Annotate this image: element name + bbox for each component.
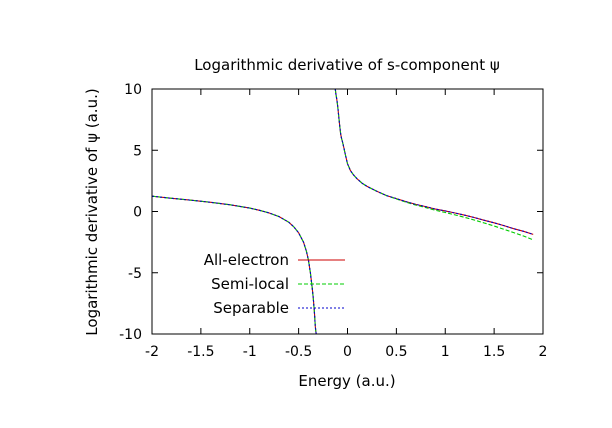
y-tick-label: 5 [133, 143, 142, 159]
x-tick-label: 2 [539, 344, 548, 360]
y-tick-label: -10 [119, 327, 142, 343]
x-tick-label: -1.5 [187, 344, 214, 360]
y-tick-label: 0 [133, 205, 142, 221]
plot-frame [151, 88, 544, 335]
x-axis-label: Energy (a.u.) [298, 372, 395, 390]
x-tick-label: -2 [145, 344, 159, 360]
axis-ticks: -2 -1.5 -1 -0.5 0 0.5 1 1.5 2 -10 -5 0 5 10 [119, 82, 547, 360]
legend: All-electron Semi-local Separable [204, 251, 345, 317]
legend-label-semi-local: Semi-local [211, 275, 289, 293]
x-tick-label: 1.5 [483, 344, 505, 360]
x-tick-label: 0.5 [385, 344, 407, 360]
x-tick-label: -0.5 [285, 344, 312, 360]
chart-title: Logarithmic derivative of s-component ψ [194, 56, 500, 74]
x-tick-label: 0 [343, 344, 352, 360]
legend-label-separable: Separable [213, 299, 289, 317]
y-tick-label: -5 [128, 266, 142, 282]
x-tick-label: 1 [441, 344, 450, 360]
x-tick-label: -1 [243, 344, 257, 360]
legend-label-all-electron: All-electron [204, 251, 289, 269]
y-tick-label: 10 [124, 82, 142, 98]
plot-series [151, 88, 534, 335]
series-line-separable-branch-1 [151, 195, 317, 335]
y-axis-label: Logarithmic derivative of ψ (a.u.) [83, 88, 101, 335]
series-line-all-electron-branch-2 [334, 88, 534, 235]
series-line-separable-branch-2 [334, 88, 534, 235]
series-line-semi-local-branch-2 [334, 88, 534, 241]
